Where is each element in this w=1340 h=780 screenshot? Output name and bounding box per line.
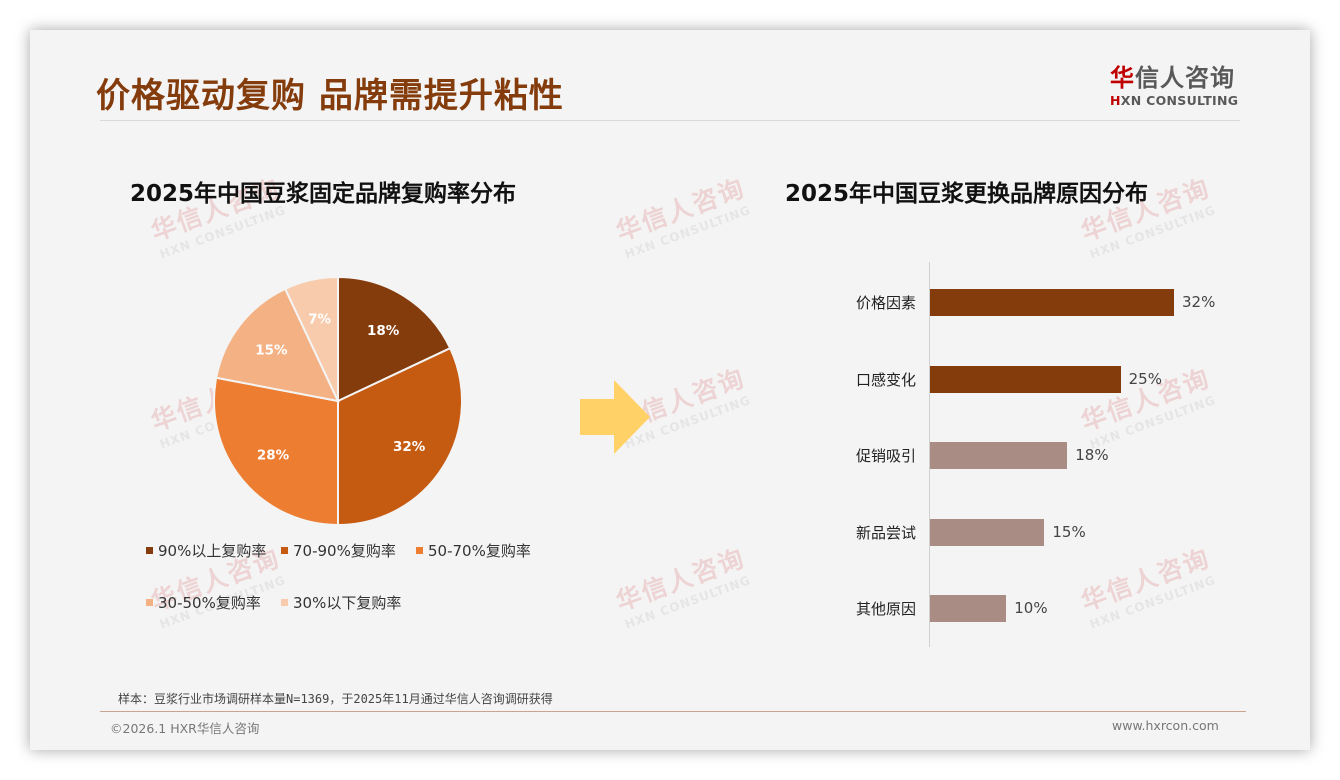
legend-item: 30-50%复购率 xyxy=(146,592,261,613)
bar-category-label: 其他原因 xyxy=(855,600,916,618)
legend-label: 50-70%复购率 xyxy=(428,542,531,560)
legend-swatch xyxy=(416,547,423,554)
website-link[interactable]: www.hxrcon.com xyxy=(1112,718,1219,733)
bar-value-label: 18% xyxy=(1075,446,1109,464)
bar xyxy=(930,442,1068,469)
slide: 华信人咨询 HXN CONSULTING 华信人咨询 HXN CONSULTING … xyxy=(30,30,1310,750)
pie-chart-title: 2025年中国豆浆固定品牌复购率分布 xyxy=(130,181,517,207)
page-title: 价格驱动复购 品牌需提升粘性 xyxy=(96,76,564,116)
pie-slice-label: 15% xyxy=(255,342,288,358)
bar xyxy=(930,595,1007,622)
pie-slice xyxy=(283,275,339,402)
pie-slice-label: 32% xyxy=(393,439,426,455)
bar-row: 口感变化 25% xyxy=(830,365,1250,393)
bar-value-label: 25% xyxy=(1128,369,1162,388)
legend-label: 30%以下复购率 xyxy=(293,594,402,612)
bar-row: 其他原因 10% xyxy=(830,595,1250,622)
logo-mark: 华 xyxy=(1110,64,1135,92)
legend-label: 90%以上复购率 xyxy=(158,542,267,560)
bar-chart: 价格因素 32% 口感变化 25% 促销吸引 18% 新品尝试 15% 其他原因 10% xyxy=(830,262,1250,652)
bar-row: 促销吸引 18% xyxy=(830,442,1250,469)
pie-slice xyxy=(337,346,463,527)
pie-slice-label: 28% xyxy=(257,448,290,464)
bar xyxy=(930,518,1045,546)
pie-slice xyxy=(337,275,452,403)
footer-divider xyxy=(100,711,1246,712)
logo-name: 信人咨询 xyxy=(1135,64,1235,92)
legend-item: 90%以上复购率 xyxy=(146,540,266,561)
legend-swatch xyxy=(281,547,288,554)
copyright: ©2026.1 HXR华信人咨询 xyxy=(110,721,260,736)
pie-slice-label: 18% xyxy=(367,323,400,339)
legend-item: 30%以下复购率 xyxy=(281,592,401,613)
bar-row: 新品尝试 15% xyxy=(830,518,1250,546)
bar xyxy=(930,365,1121,393)
legend-label: 70-90%复购率 xyxy=(293,542,396,560)
company-logo: 华信人咨询 HXN CONSULTING xyxy=(1110,64,1239,108)
bar-category-label: 促销吸引 xyxy=(855,447,916,465)
arrow-right-icon xyxy=(580,380,650,454)
logo-en-name: XN CONSULTING xyxy=(1120,93,1239,108)
pie-slice xyxy=(215,287,340,403)
title-divider xyxy=(100,120,1240,121)
y-axis-line xyxy=(929,262,930,647)
bar-value-label: 10% xyxy=(1014,599,1048,617)
legend-swatch xyxy=(146,599,153,606)
bar-category-label: 新品尝试 xyxy=(855,523,916,542)
legend-label: 30-50%复购率 xyxy=(158,594,261,612)
bar-category-label: 价格因素 xyxy=(855,294,916,312)
bar-value-label: 32% xyxy=(1182,293,1216,311)
sample-note: 样本：豆浆行业市场调研样本量N=1369，于2025年11月通过华信人咨询调研获… xyxy=(118,692,553,706)
legend-item: 70-90%复购率 xyxy=(281,540,396,561)
bar-row: 价格因素 32% xyxy=(830,289,1250,316)
pie-slice xyxy=(213,376,339,527)
bar-category-label: 口感变化 xyxy=(855,370,916,389)
legend-swatch xyxy=(146,547,153,554)
pie-chart: 18% 32% 28% 15% 7% xyxy=(213,275,463,527)
legend-swatch xyxy=(281,599,288,606)
pie-slice-label: 7% xyxy=(308,312,331,328)
legend-item: 50-70%复购率 xyxy=(416,540,531,561)
bar-chart-title: 2025年中国豆浆更换品牌原因分布 xyxy=(785,181,1149,207)
bar-value-label: 15% xyxy=(1052,522,1086,541)
bar xyxy=(930,289,1174,316)
